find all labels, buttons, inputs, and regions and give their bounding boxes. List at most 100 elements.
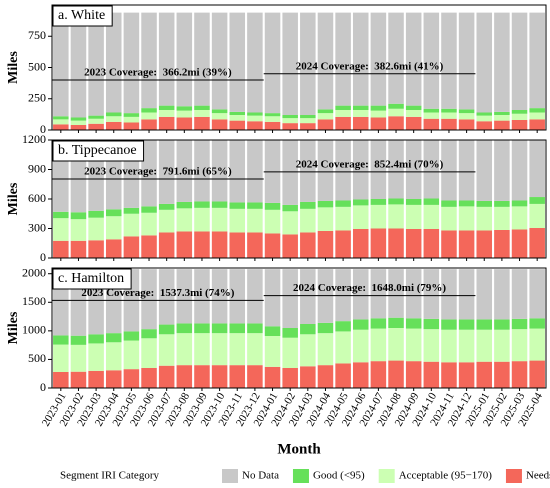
bar-segment: [176, 106, 193, 111]
bar-segment: [88, 343, 104, 371]
bar-segment: [53, 116, 69, 120]
bar-segment: [211, 109, 228, 114]
bar-segment: [194, 110, 210, 117]
bar-segment: [529, 360, 545, 388]
bar-segment: [335, 116, 351, 130]
bar-segment: [370, 269, 387, 319]
y-axis-label: Miles: [6, 311, 21, 344]
bar-segment: [247, 333, 263, 366]
bar-segment: [158, 110, 175, 117]
bar-segment: [335, 12, 351, 106]
bar-segment: [476, 361, 493, 388]
bar-segment: [441, 118, 457, 130]
bar-segment: [282, 337, 298, 368]
bar-segment: [141, 119, 157, 130]
bar-segment: [158, 203, 175, 210]
bar-segment: [282, 368, 298, 388]
bar-segment: [317, 113, 334, 120]
bar-segment: [141, 12, 157, 109]
bar-segment: [70, 335, 87, 345]
bar-segment: [88, 240, 104, 258]
bar-segment: [105, 342, 122, 371]
bar-segment: [282, 115, 298, 119]
bar-segment: [53, 211, 69, 219]
y-tick-label: 1500: [22, 294, 46, 308]
bar-segment: [405, 318, 422, 329]
bar-segment: [229, 120, 246, 130]
bar-segment: [423, 12, 440, 109]
bar-segment: [105, 116, 122, 122]
panel-title: c. Hamilton: [58, 271, 124, 286]
bar-segment: [123, 213, 140, 237]
bar-segment: [494, 229, 510, 258]
bar-segment: [264, 233, 281, 258]
bar-segment: [511, 110, 528, 114]
bar-segment: [405, 361, 422, 388]
bar-segment: [388, 317, 404, 328]
bar-segment: [70, 12, 87, 118]
bar-segment: [247, 112, 263, 116]
bar-segment: [317, 365, 334, 388]
bar-segment: [247, 208, 263, 233]
bar-segment: [388, 328, 404, 361]
bar-segment: [176, 333, 193, 366]
bar-segment: [211, 231, 228, 258]
bar-segment: [441, 108, 457, 113]
bar-segment: [141, 269, 157, 330]
bar-segment: [105, 112, 122, 117]
bar-segment: [194, 140, 210, 202]
panel-title-box: [52, 268, 132, 290]
bar-segment: [405, 204, 422, 229]
bar-segment: [388, 140, 404, 199]
bar-segment: [105, 209, 122, 217]
panel-title: b. Tippecanoe: [58, 143, 137, 158]
bar-segment: [264, 336, 281, 367]
bar-segment: [511, 12, 528, 110]
bar-segment: [317, 140, 334, 201]
bar-segment: [352, 140, 369, 200]
plot-area: [53, 140, 545, 258]
bar-segment: [352, 329, 369, 363]
bar-segment: [264, 366, 281, 388]
bar-segment: [300, 208, 316, 233]
bar-segment: [70, 117, 87, 121]
coverage-label: 2024 Coverage: 852.4mi (70%): [296, 158, 444, 170]
bar-segment: [476, 319, 493, 330]
bar-segment: [176, 140, 193, 202]
bar-segment: [335, 230, 351, 258]
bar-segment: [176, 231, 193, 258]
bar-segment: [335, 331, 351, 364]
y-tick-label: 500: [28, 59, 46, 73]
bar-segment: [229, 202, 246, 209]
bar-segment: [300, 232, 316, 258]
bar-segment: [141, 140, 157, 207]
bar-segment: [88, 334, 104, 344]
bar-segment: [105, 333, 122, 343]
bar-segment: [158, 232, 175, 258]
bar-segment: [317, 12, 334, 110]
bar-segment: [370, 105, 387, 111]
bar-segment: [300, 123, 316, 130]
panel-title-box: [52, 5, 113, 27]
bar-segment: [423, 269, 440, 319]
bar-segment: [405, 12, 422, 106]
bar-segment: [158, 140, 175, 204]
bar-segment: [494, 200, 510, 207]
bar-segment: [458, 319, 475, 330]
bar-segment: [511, 229, 528, 258]
bar-segment: [352, 116, 369, 130]
y-tick-label: 300: [28, 220, 46, 234]
bar-segment: [123, 122, 140, 130]
bar-segment: [264, 269, 281, 327]
bar-segment: [405, 328, 422, 362]
bar-segment: [458, 113, 475, 120]
bar-segment: [441, 206, 457, 231]
bar-segment: [405, 140, 422, 199]
bar-segment: [158, 324, 175, 335]
bar-segment: [264, 326, 281, 336]
bar-segment: [335, 363, 351, 388]
bar-segment: [441, 362, 457, 388]
bar-segment: [476, 140, 493, 201]
bar-segment: [282, 118, 298, 124]
bar-segment: [423, 204, 440, 229]
